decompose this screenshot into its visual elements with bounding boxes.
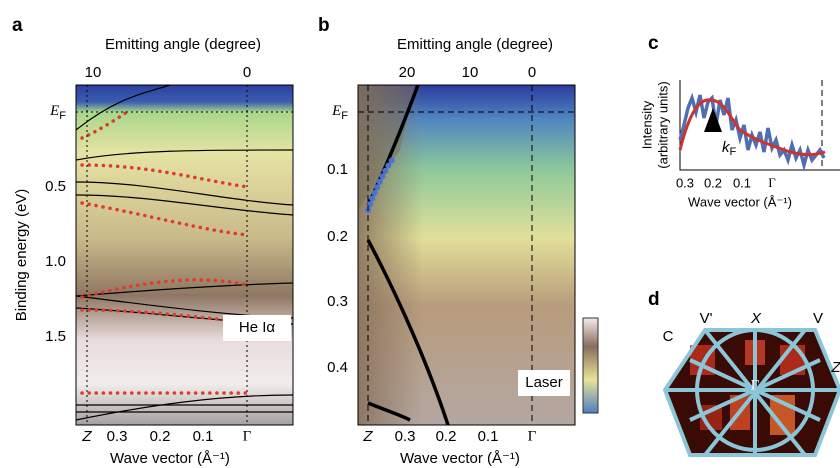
annotation: kF [722, 139, 737, 158]
y-axis-title: Intensity [639, 100, 654, 149]
top-tick-label: 10 [85, 64, 102, 81]
x-tick-label: 0.3 [395, 428, 416, 445]
y-tick-label: 0.5 [45, 178, 66, 195]
point-label: Γ [751, 377, 760, 393]
x-tick-label: 0.1 [193, 428, 214, 445]
y-tick-label: 1.0 [45, 253, 66, 270]
spectrum-image [76, 85, 293, 425]
top-tick-label: 10 [462, 64, 479, 81]
fit-dots [365, 157, 395, 213]
fit-curve [678, 98, 826, 157]
top-axis-title: Emitting angle (degree) [397, 36, 553, 53]
x-tick-label: 0.1 [478, 428, 499, 445]
point-label: X [750, 310, 762, 327]
x-tick-label: Z [81, 428, 92, 445]
annotation-box [518, 370, 570, 396]
x-axis-title: Wave vector (Å⁻¹) [110, 450, 230, 467]
plot-frame [75, 84, 294, 426]
panel-label: a [12, 15, 23, 36]
annotation: He Iα [239, 319, 276, 336]
panel-label: d [648, 289, 660, 310]
kf-sub: F [730, 146, 737, 158]
y-tick-label: 0.1 [327, 161, 348, 178]
top-tick-label: 20 [399, 64, 416, 81]
x-tick-label: 0.3 [676, 175, 694, 190]
panel-label: c [648, 33, 659, 54]
kf-arrow [704, 108, 722, 132]
plot-frame [679, 80, 840, 171]
x-axis-title: Wave vector (Å⁻¹) [400, 450, 520, 467]
panel-label: b [318, 15, 330, 36]
kf-main: k [722, 139, 731, 156]
fermi-sub: F [341, 110, 348, 122]
x-tick-label: 0.1 [733, 175, 751, 190]
x-tick-label: 0.2 [704, 175, 722, 190]
fermi-label: EF [331, 103, 348, 121]
raw-curve [678, 92, 826, 172]
point-label: Z [830, 359, 840, 376]
brillouin-zone [662, 328, 840, 457]
plot-frame [357, 84, 576, 426]
y-tick-label: 0.2 [327, 228, 348, 245]
top-tick-label: 0 [528, 64, 536, 81]
fermi-main: E [331, 103, 341, 119]
colorbar [582, 317, 599, 414]
fermi-sub: F [59, 110, 66, 122]
point-label: C [663, 328, 674, 345]
point-label: V' [700, 310, 713, 327]
x-tick-label: Γ [528, 428, 537, 444]
x-tick-label: 0.3 [107, 428, 128, 445]
y-tick-label: 0.3 [327, 293, 348, 310]
y-axis-title: Binding energy (eV) [13, 189, 30, 322]
x-tick-label: Z [362, 428, 373, 445]
x-tick-label: 0.2 [436, 428, 457, 445]
x-tick-label: 0.2 [150, 428, 171, 445]
y-tick-label: 0.4 [327, 359, 348, 376]
y-axis-title: (arbitrary units) [655, 81, 670, 168]
annotation-box [223, 315, 291, 341]
x-axis-title: Wave vector (Å⁻¹) [688, 194, 792, 209]
x-tick-label: Γ [243, 428, 252, 444]
fermi-main: E [49, 103, 59, 119]
top-tick-label: 0 [243, 64, 251, 81]
top-axis-title: Emitting angle (degree) [105, 36, 261, 53]
annotation: Laser [525, 374, 563, 391]
y-tick-label: 1.5 [45, 328, 66, 345]
fermi-label: EF [49, 103, 66, 121]
point-label: V [813, 310, 823, 327]
spectrum-region [358, 85, 415, 210]
x-tick-label: Γ [768, 175, 776, 190]
